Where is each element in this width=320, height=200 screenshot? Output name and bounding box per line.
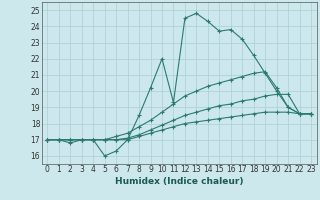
X-axis label: Humidex (Indice chaleur): Humidex (Indice chaleur) — [115, 177, 244, 186]
